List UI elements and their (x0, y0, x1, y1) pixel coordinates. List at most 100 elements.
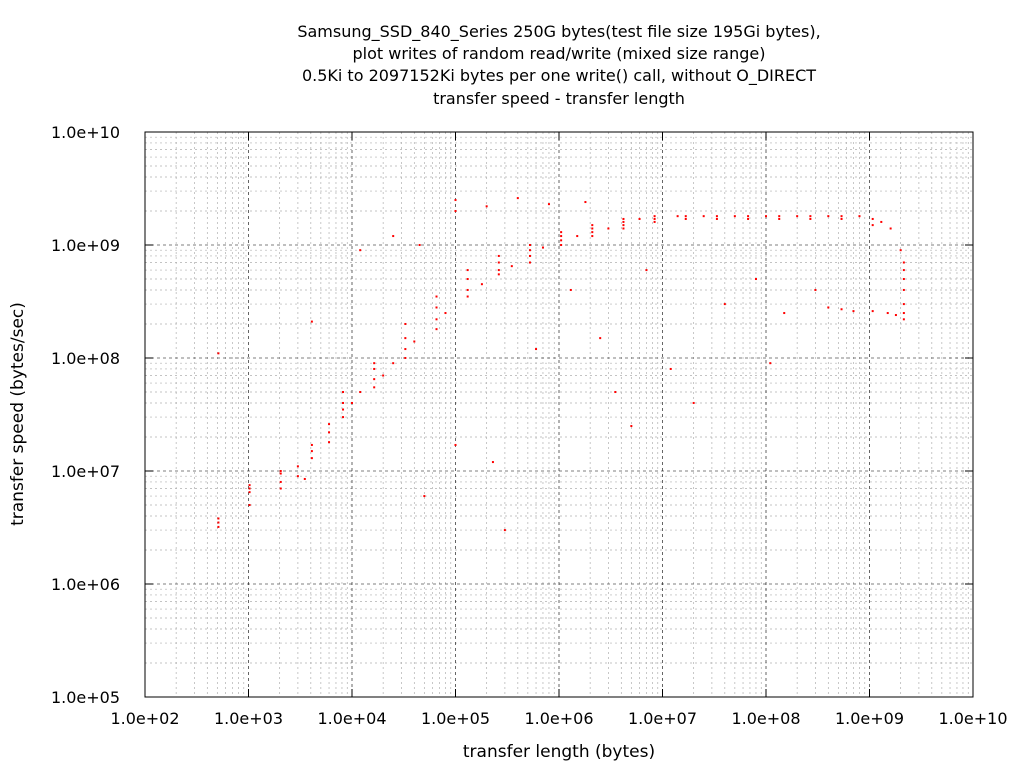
scatter-point (435, 306, 438, 309)
scatter-point (248, 504, 251, 507)
scatter-point (902, 278, 905, 281)
scatter-point (418, 244, 421, 246)
scatter-point (466, 269, 469, 272)
y-tick-label: 1.0e+08 (51, 349, 120, 368)
x-tick-label: 1.0e+03 (214, 709, 283, 728)
scatter-point (404, 322, 407, 325)
scatter-point (503, 529, 506, 532)
scatter-point (645, 269, 648, 272)
scatter-point (733, 215, 736, 218)
scatter-point (303, 477, 306, 480)
scatter-point (622, 217, 625, 220)
scatter-point (248, 491, 251, 494)
scatter-point (765, 215, 767, 218)
major-gridlines (144, 131, 974, 698)
x-tick-label: 1.0e+06 (524, 709, 593, 728)
scatter-point (630, 425, 633, 428)
scatter-point (342, 391, 345, 394)
scatter-point (886, 312, 889, 315)
scatter-point (809, 217, 812, 220)
scatter-point (591, 235, 594, 238)
scatter-point (769, 362, 772, 365)
scatter-point (778, 215, 781, 218)
scatter-point (454, 209, 457, 212)
scatter-point (454, 199, 457, 202)
scatter-point (404, 357, 407, 359)
scatter-point (871, 217, 874, 220)
x-tick-label: 1.0e+07 (628, 709, 697, 728)
scatter-point (783, 312, 786, 315)
scatter-point (435, 318, 438, 321)
scatter-point (373, 362, 376, 365)
scatter-point (382, 374, 385, 377)
scatter-point (653, 220, 656, 223)
scatter-point (702, 215, 705, 218)
x-tick-label: 1.0e+09 (835, 709, 904, 728)
scatter-point (528, 261, 531, 264)
scatter-point (754, 278, 757, 281)
scatter-point (902, 318, 905, 321)
x-axis-ticks: 1.0e+02 1.0e+03 1.0e+04 1.0e+05 1.0e+06 1.0e+… (110, 132, 1008, 728)
scatter-point (622, 224, 625, 227)
scatter-point (217, 525, 220, 528)
y-tick-label: 1.0e+05 (51, 688, 120, 707)
scatter-point (423, 495, 426, 498)
scatter-point (894, 314, 897, 317)
scatter-point (852, 310, 855, 313)
x-tick-label: 1.0e+10 (938, 709, 1007, 728)
scatter-point (342, 401, 345, 404)
scatter-point (510, 265, 513, 268)
scatter-point (373, 367, 376, 370)
scatter-point (497, 254, 500, 257)
scatter-point (466, 295, 469, 298)
scatter-point (607, 227, 610, 230)
scatter-point (279, 480, 282, 483)
x-tick-label: 1.0e+05 (421, 709, 490, 728)
scatter-point (692, 401, 695, 404)
scatter-point (279, 470, 282, 472)
scatter-point (435, 328, 438, 331)
y-tick-label: 1.0e+06 (51, 575, 120, 594)
title-line-4: transfer speed - transfer length (433, 89, 685, 108)
scatter-point (591, 224, 594, 227)
scatter-point (591, 227, 594, 230)
scatter-point (528, 244, 531, 246)
scatter-point (373, 386, 376, 389)
scatter-point (296, 475, 299, 478)
scatter-point (899, 249, 902, 252)
scatter-point (638, 217, 641, 220)
scatter-point (902, 312, 905, 315)
scatter-point (217, 521, 220, 524)
scatter-point (497, 273, 500, 276)
scatter-point (435, 295, 438, 298)
scatter-point (747, 215, 750, 218)
scatter-point (840, 215, 843, 218)
scatter-point (296, 465, 299, 468)
chart-title: Samsung_SSD_840_Series 250G bytes(test f… (297, 22, 820, 108)
scatter-point (747, 217, 750, 220)
scatter-point (328, 431, 331, 434)
scatter-point (840, 308, 843, 311)
x-tick-label: 1.0e+04 (317, 709, 386, 728)
scatter-point (392, 362, 395, 365)
scatter-point (599, 337, 602, 340)
x-axis-label: transfer length (bytes) (463, 742, 655, 762)
scatter-point (541, 246, 544, 249)
scatter-point (858, 215, 861, 218)
scatter-point (342, 408, 345, 411)
scatter-point (569, 288, 572, 291)
scatter-point (669, 367, 672, 370)
scatter-point (528, 249, 531, 252)
scatter-point (413, 340, 416, 343)
scatter-point (814, 288, 817, 291)
scatter-point (359, 249, 362, 252)
y-tick-label: 1.0e+10 (51, 123, 120, 142)
scatter-point (576, 235, 579, 238)
scatter-point (827, 306, 830, 309)
scatter-point (560, 239, 563, 242)
scatter-point (871, 224, 874, 227)
scatter-point (809, 215, 812, 218)
scatter-point (404, 337, 407, 340)
scatter-point (684, 215, 687, 218)
